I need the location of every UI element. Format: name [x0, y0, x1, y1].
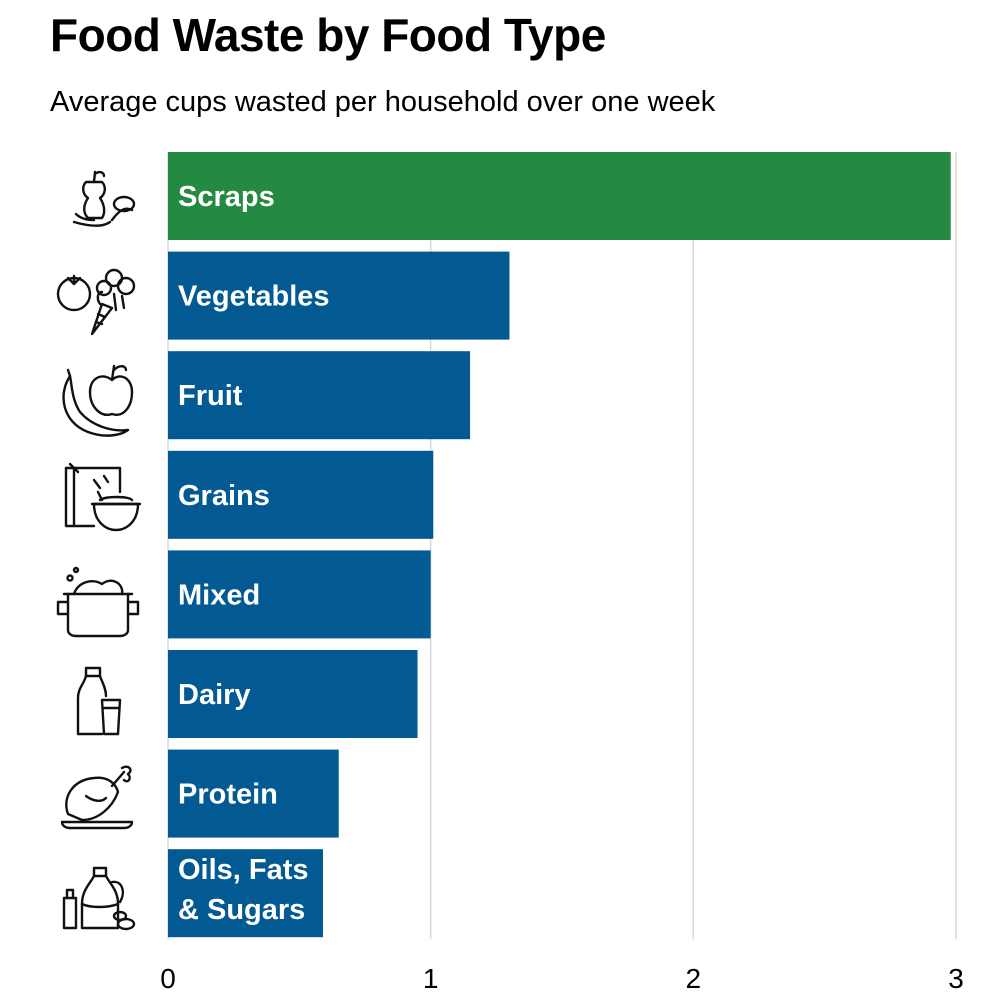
- bar-label: Dairy: [178, 679, 251, 711]
- roast-chicken-icon: [60, 765, 134, 830]
- chart-subtitle: Average cups wasted per household over o…: [50, 86, 716, 118]
- bar-protein: [168, 749, 339, 838]
- bar-oils-fats-sugars: [168, 849, 323, 938]
- chart-title: Food Waste by Food Type: [50, 9, 606, 61]
- bar-mixed: [168, 550, 431, 639]
- bar-label: Mixed: [178, 579, 260, 611]
- x-tick-label: 3: [948, 963, 964, 994]
- bar-label: Protein: [178, 779, 278, 811]
- cooking-pot-icon: [56, 566, 140, 638]
- bar-label: Oils, Fats & Sugars: [178, 854, 309, 926]
- milk-bottle-glass-icon: [76, 666, 122, 736]
- bars: [168, 152, 951, 938]
- category-icons: [56, 170, 142, 931]
- bar-fruit: [168, 351, 471, 440]
- bar-grains: [168, 450, 434, 539]
- x-axis-ticks: 0 1 2 3: [160, 963, 964, 994]
- bar-dairy: [168, 650, 418, 738]
- tomato-carrot-broccoli-icon: [56, 268, 136, 336]
- bar-label: Scraps: [178, 181, 275, 213]
- cereal-box-bowl-icon: [64, 462, 142, 532]
- bar-vegetables: [168, 251, 510, 340]
- bar-labels: Scraps Vegetables Fruit Grains Mixed Dairy Pro…: [178, 181, 330, 926]
- bar-label: Grains: [178, 480, 270, 512]
- bar-label: Fruit: [178, 380, 243, 412]
- bar-label: Vegetables: [178, 281, 330, 313]
- x-tick-label: 1: [423, 963, 439, 994]
- oil-bottle-jar-icon: [62, 866, 136, 931]
- apple-banana-icon: [62, 364, 134, 437]
- x-tick-label: 0: [160, 963, 176, 994]
- apple-core-banana-peel-icon: [72, 170, 136, 227]
- x-tick-label: 2: [686, 963, 702, 994]
- bar-scraps: [168, 152, 951, 240]
